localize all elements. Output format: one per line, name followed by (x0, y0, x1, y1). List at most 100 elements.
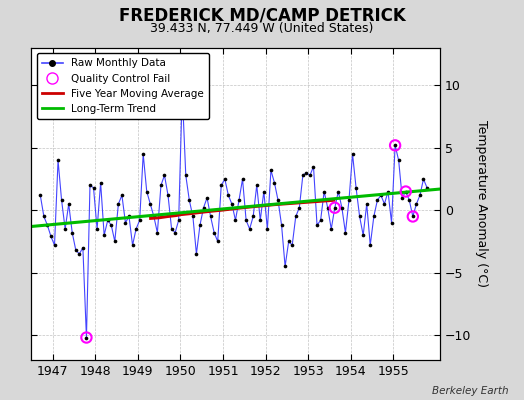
Point (43, 222, 51, 228)
Point (363, 201, 371, 207)
Point (341, 230, 350, 236)
Point (409, 213, 417, 220)
Point (331, 204, 339, 211)
Point (320, 188, 329, 195)
Point (96, 180, 105, 186)
Point (302, 170, 311, 176)
Point (238, 176, 247, 182)
Point (369, 213, 378, 220)
Point (189, 213, 197, 220)
Point (157, 182, 165, 188)
Point (125, 213, 133, 220)
Point (377, 192, 385, 198)
Point (395, 157, 403, 164)
Point (373, 197, 381, 204)
Point (295, 204, 303, 211)
Text: Berkeley Earth: Berkeley Earth (432, 386, 508, 396)
Point (334, 188, 343, 195)
Point (405, 197, 413, 204)
Point (391, 142, 399, 148)
Point (79, 244, 87, 251)
Point (217, 182, 225, 188)
Point (391, 142, 399, 148)
Point (153, 230, 161, 236)
Point (72, 247, 80, 253)
Point (419, 176, 428, 182)
Text: FREDERICK MD/CAMP DETRICK: FREDERICK MD/CAMP DETRICK (118, 6, 406, 24)
Point (54, 157, 62, 164)
Point (36, 192, 45, 198)
Point (160, 172, 169, 178)
Point (291, 213, 300, 220)
Point (316, 217, 325, 224)
Point (256, 217, 265, 224)
Legend: Raw Monthly Data, Quality Control Fail, Five Year Moving Average, Long-Term Tren: Raw Monthly Data, Quality Control Fail, … (37, 53, 209, 119)
Point (277, 222, 286, 228)
Point (267, 167, 275, 174)
Y-axis label: Temperature Anomaly (°C): Temperature Anomaly (°C) (475, 120, 488, 288)
Point (178, 88, 187, 95)
Point (242, 217, 250, 224)
Point (182, 172, 190, 178)
Point (118, 192, 126, 198)
Point (337, 204, 346, 211)
Point (235, 197, 243, 204)
Point (132, 226, 140, 232)
Point (274, 197, 282, 204)
Point (313, 222, 321, 228)
Point (231, 217, 239, 224)
Point (136, 217, 144, 224)
Point (146, 201, 155, 207)
Point (128, 242, 137, 248)
Point (245, 226, 254, 232)
Point (412, 201, 421, 207)
Point (380, 201, 389, 207)
Point (167, 226, 176, 232)
Point (199, 204, 208, 211)
Point (192, 251, 201, 257)
Point (387, 220, 396, 226)
Point (331, 204, 339, 211)
Point (47, 233, 55, 240)
Point (281, 263, 289, 270)
Point (93, 226, 101, 232)
Point (323, 204, 332, 211)
Point (309, 163, 318, 170)
Point (228, 201, 236, 207)
Point (253, 182, 261, 188)
Point (68, 230, 77, 236)
Point (416, 192, 424, 198)
Point (263, 226, 271, 232)
Point (366, 242, 375, 248)
Point (288, 242, 297, 248)
Point (384, 188, 392, 195)
Point (171, 230, 179, 236)
Point (352, 184, 361, 191)
Point (58, 197, 66, 204)
Point (206, 213, 215, 220)
Point (401, 188, 410, 195)
Point (150, 213, 158, 220)
Point (423, 184, 431, 191)
Point (249, 213, 257, 220)
Point (221, 176, 229, 182)
Point (185, 197, 193, 204)
Point (111, 238, 119, 245)
Point (270, 180, 279, 186)
Point (86, 182, 94, 188)
Point (50, 242, 59, 248)
Point (61, 226, 69, 232)
Point (75, 251, 83, 257)
Point (345, 197, 353, 204)
Point (107, 222, 115, 228)
Point (259, 188, 268, 195)
Point (359, 232, 367, 238)
Point (213, 238, 222, 245)
Point (401, 188, 410, 195)
Point (64, 201, 73, 207)
Point (143, 188, 151, 195)
Point (348, 151, 357, 157)
Point (398, 194, 407, 201)
Point (409, 213, 417, 220)
Point (100, 232, 108, 238)
